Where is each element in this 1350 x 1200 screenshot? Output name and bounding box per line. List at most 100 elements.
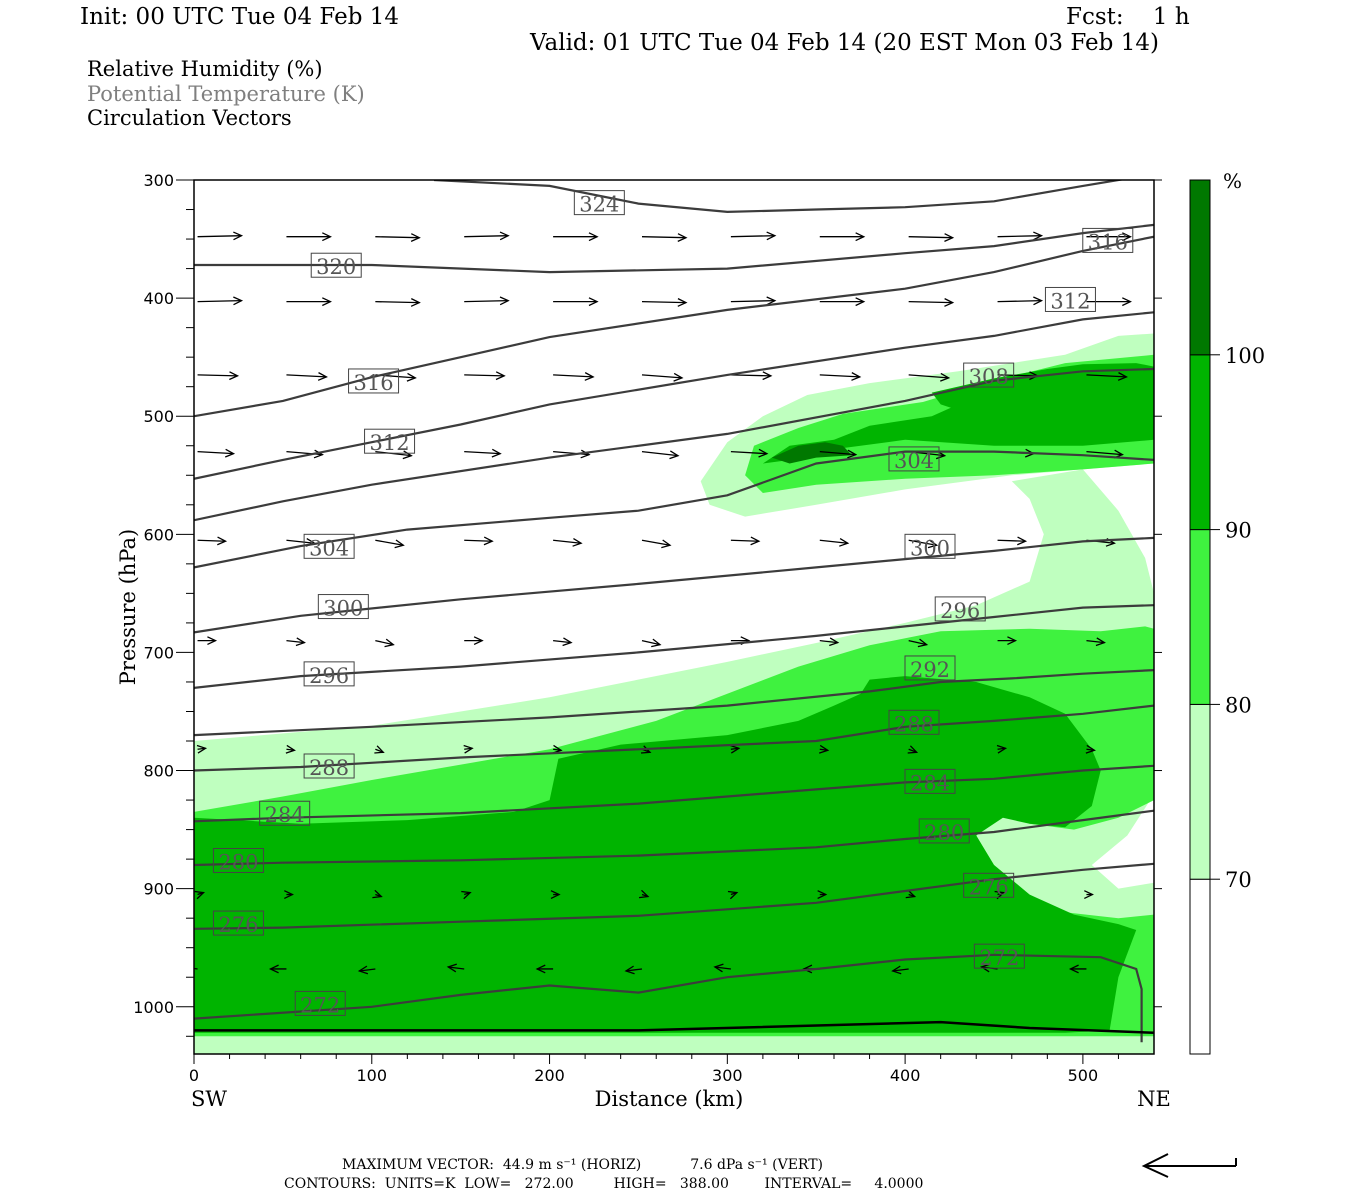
circulation-vector (641, 539, 671, 546)
contour-label-272: 272 (979, 946, 1019, 970)
theta-contour-316 (194, 235, 1154, 418)
contour-label-276: 276 (969, 875, 1009, 899)
contour-label-276: 276 (218, 913, 258, 937)
vector-arrowhead (550, 890, 561, 899)
contour-label-324: 324 (579, 193, 619, 217)
vector-arrowhead (1122, 297, 1132, 307)
vector-arrowhead (855, 297, 866, 307)
vector-arrowhead (944, 298, 955, 307)
vector-arrowhead (194, 890, 205, 900)
max-vector-note: MAXIMUM VECTOR: 44.9 m s⁻¹ (HORIZ) 7.6 d… (342, 1157, 824, 1173)
contour-label-296: 296 (309, 664, 349, 688)
vector-arrowhead (802, 964, 813, 974)
vector-arrowhead (1117, 372, 1128, 381)
vector-arrowhead (572, 537, 583, 547)
vector-arrowhead (196, 744, 208, 754)
circulation-vector (197, 300, 242, 303)
legend-circulation-vectors: Circulation Vectors (87, 106, 292, 130)
contour-label-box (918, 818, 970, 844)
vector-arrowhead (996, 744, 1008, 754)
circulation-vector (997, 300, 1042, 303)
theta-contour-284 (194, 764, 1154, 823)
contour-label-292: 292 (910, 658, 950, 682)
vector-arrowhead (817, 890, 828, 899)
circulation-vector (286, 539, 315, 544)
x-right-end-label: NE (1137, 1087, 1171, 1111)
contour-label-box (212, 910, 264, 936)
vector-arrowhead (907, 745, 919, 754)
circulation-vector (197, 450, 234, 455)
x-tick-label: 500 (1068, 1066, 1099, 1085)
vector-arrowhead (284, 890, 294, 899)
theta-contour-308 (194, 367, 1154, 522)
contour-label-300: 300 (323, 597, 363, 621)
contour-label-box (303, 753, 355, 779)
vector-arrowhead (905, 889, 917, 899)
contour-label-box (364, 428, 416, 454)
x-tick-label: 0 (189, 1066, 199, 1085)
vector-arrowhead (207, 636, 218, 646)
vector-arrowhead (927, 539, 939, 549)
circulation-vector (908, 301, 953, 304)
contour-label-box (310, 252, 362, 278)
vector-arrowhead (410, 233, 421, 242)
vector-arrowhead (483, 536, 494, 546)
circulation-vector (375, 639, 394, 646)
circulation-vector (448, 966, 465, 970)
vector-arrowhead (855, 232, 866, 242)
contour-label-320: 320 (316, 255, 356, 279)
vector-arrowhead (499, 231, 510, 241)
vector-arrowhead (313, 449, 324, 459)
contour-label-box (317, 594, 369, 620)
vector-arrowhead (727, 890, 739, 900)
vector-arrowhead (461, 890, 472, 900)
circulation-vector (819, 451, 856, 456)
circulation-vector (464, 235, 509, 238)
contour-label-288: 288 (309, 756, 349, 780)
vector-arrowhead (1007, 636, 1018, 646)
circulation-vector (997, 539, 1026, 542)
vector-arrowhead (268, 964, 279, 974)
vector-arrowhead (762, 371, 773, 381)
colorbar-band-90 (1189, 354, 1211, 531)
vector-arrowhead (374, 745, 385, 754)
circulation-vector (553, 374, 594, 378)
colorbar-band-70 (1189, 703, 1211, 880)
vector-arrowhead (224, 448, 236, 458)
vector-arrowhead (891, 965, 902, 975)
legend-potential-temperature: Potential Temperature (K) (87, 82, 365, 106)
forecast-hour: Fcst: 1 h (1066, 4, 1190, 30)
x-left-end-label: SW (191, 1087, 227, 1111)
vector-arrowhead (638, 889, 650, 899)
vector-arrowhead (588, 232, 599, 242)
vector-arrowhead (446, 963, 457, 973)
circulation-vector (553, 539, 582, 544)
vector-arrowhead (463, 744, 474, 754)
vector-arrowhead (182, 964, 191, 972)
vector-arrowhead (317, 372, 328, 381)
circulation-vector (197, 539, 226, 542)
vector-arrowhead (499, 296, 510, 306)
vector-arrowhead (233, 296, 244, 306)
x-tick-label: 300 (712, 1066, 743, 1085)
vector-arrowhead (491, 448, 502, 458)
circulation-vector (641, 374, 683, 379)
y-tick-label: 500 (143, 407, 174, 426)
colorbar-band-60 (1189, 878, 1211, 1055)
vector-arrowhead (372, 889, 383, 899)
vector-arrowhead (1068, 964, 1079, 974)
vector-arrowhead (1095, 637, 1106, 647)
valid-time: Valid: 01 UTC Tue 04 Feb 14 (20 EST Mon … (530, 30, 1159, 56)
circulation-vector (375, 301, 420, 304)
vector-arrowhead (851, 372, 862, 381)
contour-label-288: 288 (894, 712, 934, 736)
circulation-vector (197, 235, 242, 238)
vector-arrowhead (677, 233, 688, 242)
y-axis-title: Pressure (hPa) (116, 529, 140, 685)
circulation-vector (730, 450, 767, 455)
colorbar-label-70: 70 (1225, 868, 1252, 892)
x-axis-title: Distance (km) (595, 1087, 744, 1111)
circulation-vector (908, 374, 949, 379)
vector-arrowhead (1033, 231, 1044, 241)
cross-section-chart: 324 320 316 316 312 312 308 304 304 300 300 296 296 2… (116, 169, 1265, 1111)
